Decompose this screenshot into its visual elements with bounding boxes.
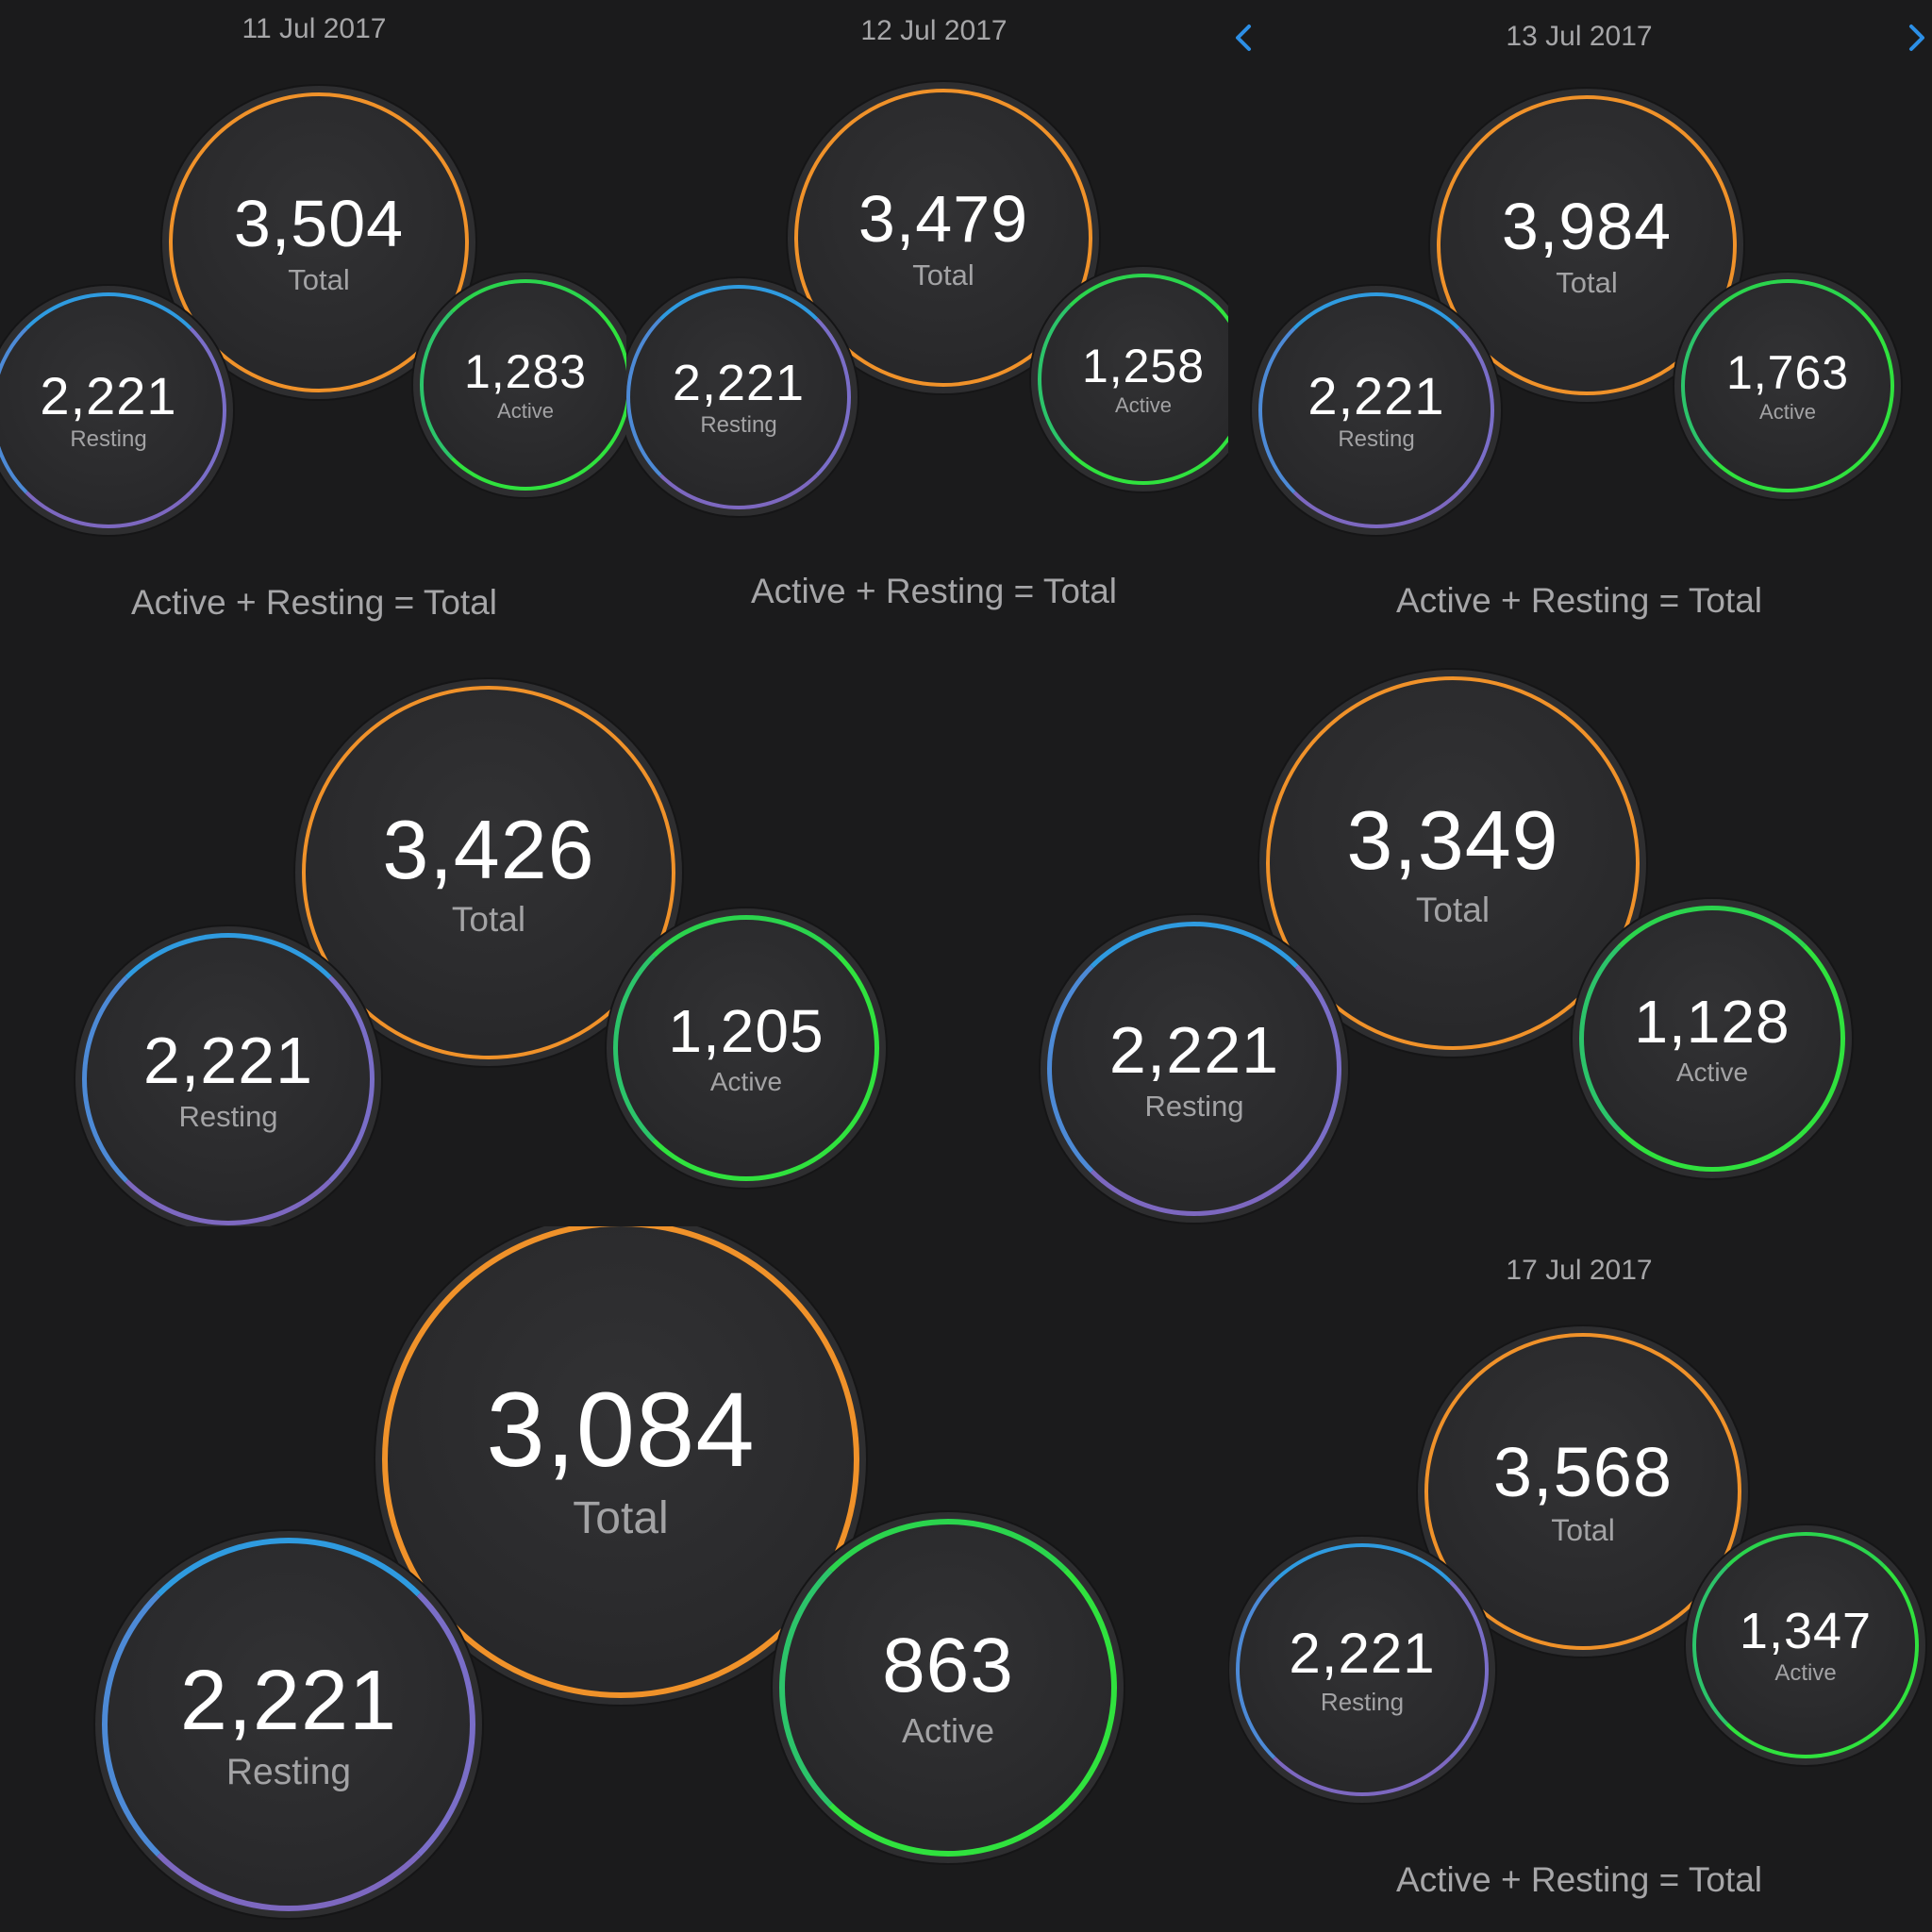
formula-caption: Active + Resting = Total	[750, 572, 1118, 610]
resting-value: 2,221	[40, 365, 177, 425]
resting-value: 2,221	[1108, 1013, 1280, 1088]
active-value: 1,205	[668, 997, 824, 1066]
total-calories-bubble[interactable]: 3,984 Total	[1437, 95, 1737, 395]
total-label: Total	[1556, 265, 1618, 299]
total-value: 3,984	[1501, 190, 1673, 264]
resting-calories-bubble[interactable]: 2,221 Resting	[82, 933, 375, 1225]
resting-label: Resting	[70, 426, 147, 453]
active-value: 1,347	[1739, 1602, 1873, 1659]
total-calories-bubble[interactable]: 3,504 Total	[169, 92, 469, 392]
resting-calories-bubble[interactable]: 2,221 Resting	[626, 285, 851, 509]
active-value: 1,763	[1725, 345, 1850, 399]
total-calories-bubble[interactable]: 3,479 Total	[794, 89, 1092, 387]
active-value: 863	[882, 1622, 1014, 1708]
resting-label: Resting	[1338, 426, 1415, 453]
resting-label: Resting	[700, 412, 777, 439]
total-label: Total	[912, 258, 974, 291]
formula-caption: Active + Resting = Total	[1395, 581, 1763, 620]
active-label: Active	[1759, 400, 1816, 425]
resting-calories-bubble[interactable]: 2,221 Resting	[1236, 1543, 1489, 1796]
panel-date: 11 Jul 2017	[242, 13, 387, 44]
day-panel-3426: 3,426 Total 2,221 Resting 1,205 Active	[0, 641, 966, 1226]
active-calories-bubble[interactable]: 1,205 Active	[613, 915, 879, 1181]
resting-label: Resting	[178, 1099, 278, 1133]
resting-calories-bubble[interactable]: 2,221 Resting	[0, 292, 226, 528]
active-calories-bubble[interactable]: 1,283 Active	[420, 279, 626, 491]
panel-date: 13 Jul 2017	[1506, 21, 1653, 52]
resting-value: 2,221	[1307, 365, 1445, 425]
active-value: 1,258	[1081, 339, 1206, 392]
total-value: 3,426	[382, 803, 595, 897]
day-panel-11-jul: 11 Jul 2017 3,504 Total 2,221 Resting 1,…	[0, 0, 626, 641]
resting-value: 2,221	[142, 1024, 314, 1098]
resting-label: Resting	[225, 1751, 352, 1792]
active-label: Active	[901, 1711, 995, 1751]
total-value: 3,479	[858, 182, 1029, 257]
total-label: Total	[1551, 1513, 1615, 1548]
total-value: 3,568	[1492, 1432, 1674, 1511]
chevron-left-icon[interactable]	[1228, 19, 1260, 57]
formula-caption: Active + Resting = Total	[1395, 1860, 1763, 1899]
active-value: 1,128	[1634, 988, 1790, 1057]
active-calories-bubble[interactable]: 863 Active	[779, 1519, 1117, 1857]
active-calories-bubble[interactable]: 1,763 Active	[1681, 279, 1894, 492]
resting-calories-bubble[interactable]: 2,221 Resting	[1047, 922, 1341, 1216]
day-panel-13-jul: 13 Jul 2017 3,984 Total 2,221 Resting 1,…	[1228, 0, 1932, 641]
total-label: Total	[573, 1492, 669, 1543]
total-calories-bubble[interactable]: 3,568 Total	[1424, 1333, 1741, 1650]
active-label: Active	[1774, 1660, 1837, 1687]
resting-value: 2,221	[179, 1654, 398, 1749]
total-label: Total	[1415, 890, 1491, 929]
total-value: 3,084	[486, 1371, 756, 1490]
total-calories-bubble[interactable]: 3,349 Total	[1266, 676, 1640, 1050]
active-value: 1,283	[463, 344, 588, 398]
active-calories-bubble[interactable]: 1,128 Active	[1579, 906, 1845, 1172]
day-panel-12-jul: 12 Jul 2017 3,479 Total 2,221 Resting 1,…	[626, 0, 1228, 641]
formula-caption: Active + Resting = Total	[130, 583, 498, 622]
resting-label: Resting	[1144, 1089, 1244, 1123]
resting-value: 2,221	[1289, 1622, 1436, 1686]
active-calories-bubble[interactable]: 1,347 Active	[1692, 1532, 1919, 1758]
active-label: Active	[1675, 1057, 1749, 1087]
active-calories-bubble[interactable]: 1,258 Active	[1038, 274, 1228, 485]
active-label: Active	[709, 1066, 783, 1096]
day-panel-3349: 3,349 Total 2,221 Resting 1,128 Active	[966, 641, 1932, 1226]
day-panel-3084: 3,084 Total 2,221 Resting 863 Active	[0, 1226, 1228, 1932]
total-value: 3,349	[1346, 793, 1559, 888]
resting-value: 2,221	[672, 354, 806, 411]
resting-calories-bubble[interactable]: 2,221 Resting	[102, 1538, 475, 1911]
total-label: Total	[288, 262, 350, 296]
total-calories-bubble[interactable]: 3,426 Total	[302, 686, 675, 1059]
total-label: Total	[451, 899, 526, 939]
panel-date: 12 Jul 2017	[860, 15, 1008, 46]
resting-calories-bubble[interactable]: 2,221 Resting	[1258, 292, 1494, 528]
active-label: Active	[497, 399, 554, 424]
total-calories-bubble[interactable]: 3,084 Total	[382, 1226, 859, 1698]
resting-label: Resting	[1320, 1687, 1405, 1716]
total-value: 3,504	[233, 187, 405, 261]
active-label: Active	[1115, 393, 1172, 418]
panel-date: 17 Jul 2017	[1506, 1255, 1653, 1286]
chevron-right-icon[interactable]	[1900, 19, 1932, 57]
day-panel-17-jul: 17 Jul 2017 3,568 Total 2,221 Resting 1,…	[1228, 1226, 1932, 1932]
